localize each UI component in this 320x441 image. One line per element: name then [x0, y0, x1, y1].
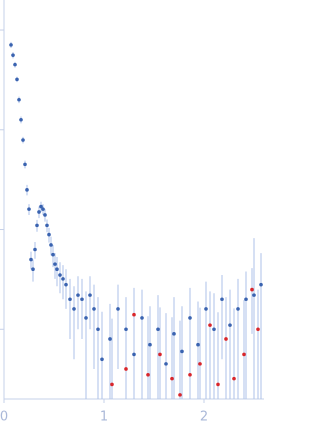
- point: [124, 327, 128, 332]
- point: [148, 342, 152, 347]
- point: [35, 223, 39, 228]
- point: [47, 232, 51, 237]
- point: [53, 262, 57, 266]
- point: [146, 372, 150, 377]
- point: [96, 327, 100, 332]
- point: [164, 362, 168, 366]
- chart: 0 1 2: [0, 0, 264, 425]
- point: [132, 352, 136, 357]
- point: [140, 316, 144, 320]
- point: [198, 362, 202, 366]
- point: [172, 332, 176, 336]
- point: [224, 337, 228, 341]
- point: [132, 312, 136, 317]
- point: [216, 382, 220, 387]
- point: [15, 77, 19, 82]
- point: [228, 323, 232, 327]
- point: [72, 307, 76, 311]
- point: [19, 117, 23, 122]
- point: [23, 162, 27, 167]
- point: [39, 204, 43, 209]
- point: [196, 342, 200, 347]
- point: [188, 316, 192, 320]
- point: [41, 207, 45, 211]
- point: [33, 247, 37, 252]
- point: [180, 349, 184, 354]
- point: [13, 62, 17, 67]
- point: [124, 367, 128, 371]
- point: [17, 97, 21, 102]
- point: [188, 372, 192, 377]
- point: [76, 293, 80, 297]
- point: [236, 307, 240, 311]
- point: [11, 53, 15, 57]
- point: [92, 307, 96, 311]
- point: [49, 243, 53, 247]
- point: [58, 273, 62, 277]
- point: [178, 393, 182, 397]
- point: [68, 297, 72, 302]
- point: [204, 307, 208, 311]
- point: [88, 293, 92, 297]
- point: [55, 267, 59, 272]
- point: [27, 207, 31, 211]
- point: [244, 297, 248, 302]
- point: [29, 257, 33, 262]
- point: [158, 352, 162, 357]
- point: [256, 327, 260, 332]
- point: [9, 43, 13, 47]
- point: [100, 357, 104, 362]
- point: [110, 382, 114, 387]
- point: [208, 323, 212, 327]
- point: [170, 376, 174, 381]
- point: [25, 188, 29, 192]
- point: [116, 307, 120, 311]
- point: [108, 337, 112, 341]
- point: [259, 282, 263, 287]
- point: [242, 352, 246, 357]
- x-tick-label: 1: [100, 410, 108, 425]
- point: [43, 213, 47, 217]
- x-tick-label: 0: [0, 410, 8, 425]
- point: [64, 282, 68, 287]
- point: [31, 267, 35, 272]
- point: [51, 252, 55, 257]
- point: [61, 277, 65, 281]
- point: [250, 287, 254, 292]
- point: [212, 327, 216, 332]
- point: [45, 223, 49, 228]
- point: [156, 327, 160, 332]
- point: [37, 210, 41, 214]
- point: [80, 297, 84, 302]
- point: [232, 376, 236, 381]
- x-tick-label: 2: [200, 410, 208, 425]
- point: [84, 316, 88, 320]
- point: [252, 293, 256, 297]
- point: [220, 297, 224, 302]
- point: [21, 138, 25, 142]
